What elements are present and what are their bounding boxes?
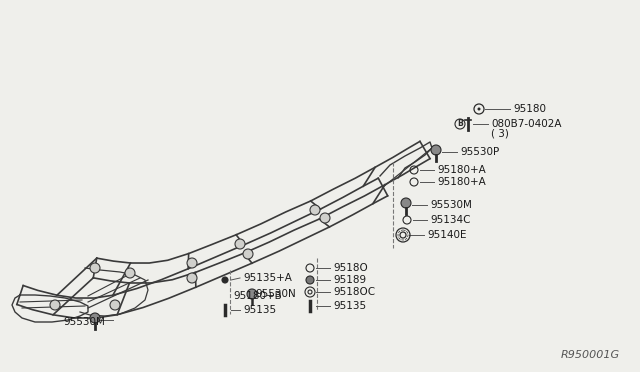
Circle shape bbox=[320, 213, 330, 223]
Text: 9518O: 9518O bbox=[333, 263, 368, 273]
Circle shape bbox=[247, 289, 257, 299]
Circle shape bbox=[90, 313, 100, 323]
Text: 95135: 95135 bbox=[333, 301, 366, 311]
Circle shape bbox=[222, 277, 228, 283]
Circle shape bbox=[235, 239, 245, 249]
Text: 95180+A: 95180+A bbox=[437, 165, 486, 175]
Circle shape bbox=[431, 145, 441, 155]
Text: 95530M: 95530M bbox=[63, 317, 105, 327]
Text: 95180: 95180 bbox=[513, 104, 546, 114]
Circle shape bbox=[401, 198, 411, 208]
Text: 95189: 95189 bbox=[333, 275, 366, 285]
Text: 95140E: 95140E bbox=[427, 230, 467, 240]
Text: 080B7-0402A: 080B7-0402A bbox=[491, 119, 561, 129]
Text: 95530P: 95530P bbox=[460, 147, 499, 157]
Text: 9518OC: 9518OC bbox=[333, 287, 375, 297]
Text: 95530M: 95530M bbox=[430, 200, 472, 210]
Circle shape bbox=[477, 108, 481, 110]
Text: 95180+A: 95180+A bbox=[437, 177, 486, 187]
Text: 95135: 95135 bbox=[243, 305, 276, 315]
Circle shape bbox=[187, 258, 197, 268]
Circle shape bbox=[243, 249, 253, 259]
Text: ( 3): ( 3) bbox=[491, 129, 509, 139]
Circle shape bbox=[187, 273, 197, 283]
Circle shape bbox=[125, 268, 135, 278]
Text: R950001G: R950001G bbox=[561, 350, 620, 360]
Text: 95135+A: 95135+A bbox=[243, 273, 292, 283]
Text: 95530N: 95530N bbox=[255, 289, 296, 299]
Text: 95180+B: 95180+B bbox=[233, 291, 282, 301]
Circle shape bbox=[90, 263, 100, 273]
Circle shape bbox=[110, 300, 120, 310]
Text: 95134C: 95134C bbox=[430, 215, 470, 225]
Circle shape bbox=[306, 276, 314, 284]
Text: B: B bbox=[457, 119, 463, 128]
Circle shape bbox=[50, 300, 60, 310]
Circle shape bbox=[310, 205, 320, 215]
